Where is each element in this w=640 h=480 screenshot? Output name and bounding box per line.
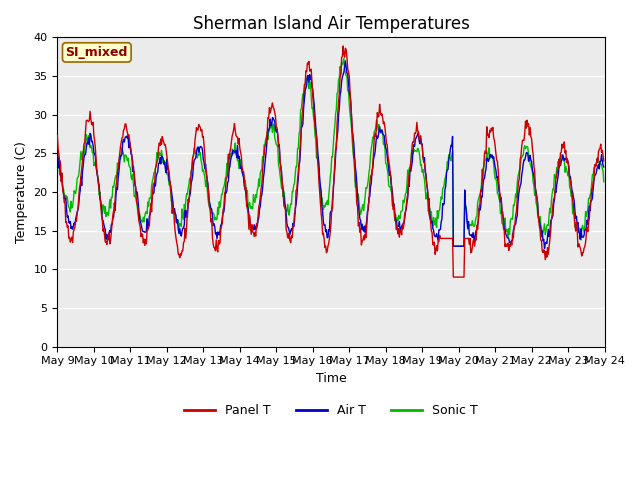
Text: SI_mixed: SI_mixed — [66, 46, 128, 59]
Y-axis label: Temperature (C): Temperature (C) — [15, 141, 28, 243]
Title: Sherman Island Air Temperatures: Sherman Island Air Temperatures — [193, 15, 469, 33]
X-axis label: Time: Time — [316, 372, 346, 385]
Legend: Panel T, Air T, Sonic T: Panel T, Air T, Sonic T — [179, 399, 483, 422]
